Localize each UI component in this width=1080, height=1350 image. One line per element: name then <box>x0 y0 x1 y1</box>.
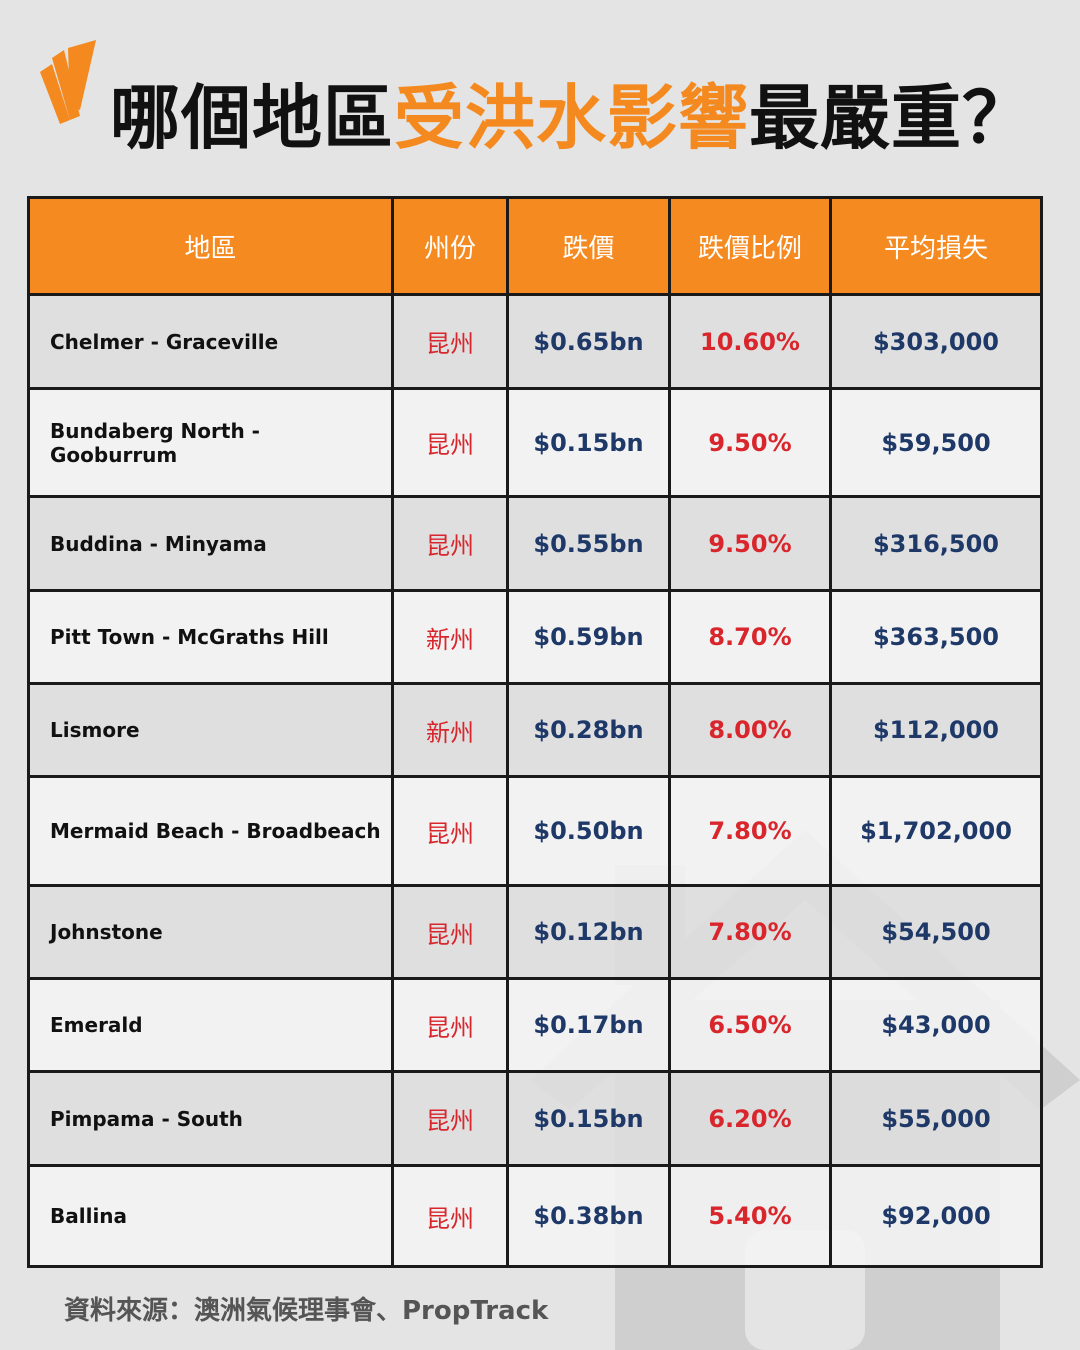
table-cell: $0.38bn <box>506 1167 668 1265</box>
table-cell: 6.20% <box>668 1073 829 1164</box>
table-cell: 昆州 <box>391 980 506 1070</box>
table-cell: 7.80% <box>668 778 829 884</box>
table-row: Lismore 新州 $0.28bn 8.00% $112,000 <box>30 682 1040 775</box>
table-cell: 10.60% <box>668 296 829 387</box>
table-cell: $0.50bn <box>506 778 668 884</box>
table-cell: Pimpama - South <box>50 1106 243 1131</box>
table-cell: $0.15bn <box>506 390 668 495</box>
table-cell: 昆州 <box>391 390 506 495</box>
table-cell: $303,000 <box>829 296 1040 387</box>
table-cell: $0.59bn <box>506 592 668 682</box>
table-cell: Bundaberg North - Gooburrum <box>50 418 260 467</box>
table-cell: 6.50% <box>668 980 829 1070</box>
column-header: 跌價比例 <box>668 199 829 293</box>
column-header: 跌價 <box>506 199 668 293</box>
table-cell: Pitt Town - McGraths Hill <box>50 625 329 649</box>
title-part: 最嚴重？ <box>749 77 1033 159</box>
logo <box>40 40 96 124</box>
table-row: Ballina 昆州 $0.38bn 5.40% $92,000 <box>30 1164 1040 1265</box>
table-cell: $0.17bn <box>506 980 668 1070</box>
table-row: 地區 州份 跌價 跌價比例 平均損失 <box>30 199 1040 293</box>
table-row: Emerald 昆州 $0.17bn 6.50% $43,000 <box>30 977 1040 1070</box>
table-cell: $43,000 <box>829 980 1040 1070</box>
table-cell: 昆州 <box>391 778 506 884</box>
table-cell: 昆州 <box>391 296 506 387</box>
table-cell: 8.70% <box>668 592 829 682</box>
table-cell: $54,500 <box>829 887 1040 977</box>
column-header: 州份 <box>391 199 506 293</box>
table-cell: $55,000 <box>829 1073 1040 1164</box>
table-cell: 新州 <box>391 685 506 775</box>
table-cell: 9.50% <box>668 498 829 589</box>
table-row: Johnstone 昆州 $0.12bn 7.80% $54,500 <box>30 884 1040 977</box>
table-cell: 9.50% <box>668 390 829 495</box>
table-cell: $0.55bn <box>506 498 668 589</box>
column-header: 平均損失 <box>829 199 1040 293</box>
table-cell: 8.00% <box>668 685 829 775</box>
table-cell: $0.15bn <box>506 1073 668 1164</box>
table-cell: Ballina <box>50 1204 128 1228</box>
table-row: Bundaberg North - Gooburrum 昆州 $0.15bn 9.50… <box>30 387 1040 495</box>
table-cell: 昆州 <box>391 1167 506 1265</box>
source: 資料來源：澳洲氣候理事會、PropTrack <box>64 1296 549 1326</box>
table-row: Pitt Town - McGraths Hill 新州 $0.59bn 8.70% $… <box>30 589 1040 682</box>
table-row: Chelmer - Graceville 昆州 $0.65bn 10.60% $303,… <box>30 293 1040 387</box>
title-part: 哪個地區 <box>110 77 394 159</box>
table-cell: 昆州 <box>391 498 506 589</box>
title: 哪個地區受洪水影響最嚴重？ <box>110 62 1033 163</box>
table-row: Mermaid Beach - Broadbeach 昆州 $0.50bn 7.80%… <box>30 775 1040 884</box>
table-cell: Emerald <box>50 1013 143 1037</box>
table-row: Buddina - Minyama 昆州 $0.55bn 9.50% $316,500 <box>30 495 1040 589</box>
column-header: 地區 <box>184 233 237 264</box>
table-cell: Mermaid Beach - Broadbeach <box>50 819 381 843</box>
table-cell: $316,500 <box>829 498 1040 589</box>
table-cell: Johnstone <box>50 920 163 944</box>
table-cell: Lismore <box>50 718 140 742</box>
table-cell: $363,500 <box>829 592 1040 682</box>
table-cell: 5.40% <box>668 1167 829 1265</box>
table-cell: $112,000 <box>829 685 1040 775</box>
table-cell: Buddina - Minyama <box>50 531 267 556</box>
table-row: Pimpama - South 昆州 $0.15bn 6.20% $55,000 <box>30 1070 1040 1164</box>
table-cell: 昆州 <box>391 1073 506 1164</box>
table-cell: $1,702,000 <box>829 778 1040 884</box>
title-highlight: 受洪水影響 <box>394 77 749 159</box>
table-cell: $0.12bn <box>506 887 668 977</box>
table-cell: 新州 <box>391 592 506 682</box>
table-cell: 昆州 <box>391 887 506 977</box>
table-cell: 7.80% <box>668 887 829 977</box>
table-cell: Chelmer - Graceville <box>50 329 279 354</box>
table-cell: $0.65bn <box>506 296 668 387</box>
table-cell: $59,500 <box>829 390 1040 495</box>
table: 地區 州份 跌價 跌價比例 平均損失 Chelmer - Graceville 昆州 $0.6… <box>27 196 1043 1268</box>
table-cell: $0.28bn <box>506 685 668 775</box>
table-cell: $92,000 <box>829 1167 1040 1265</box>
